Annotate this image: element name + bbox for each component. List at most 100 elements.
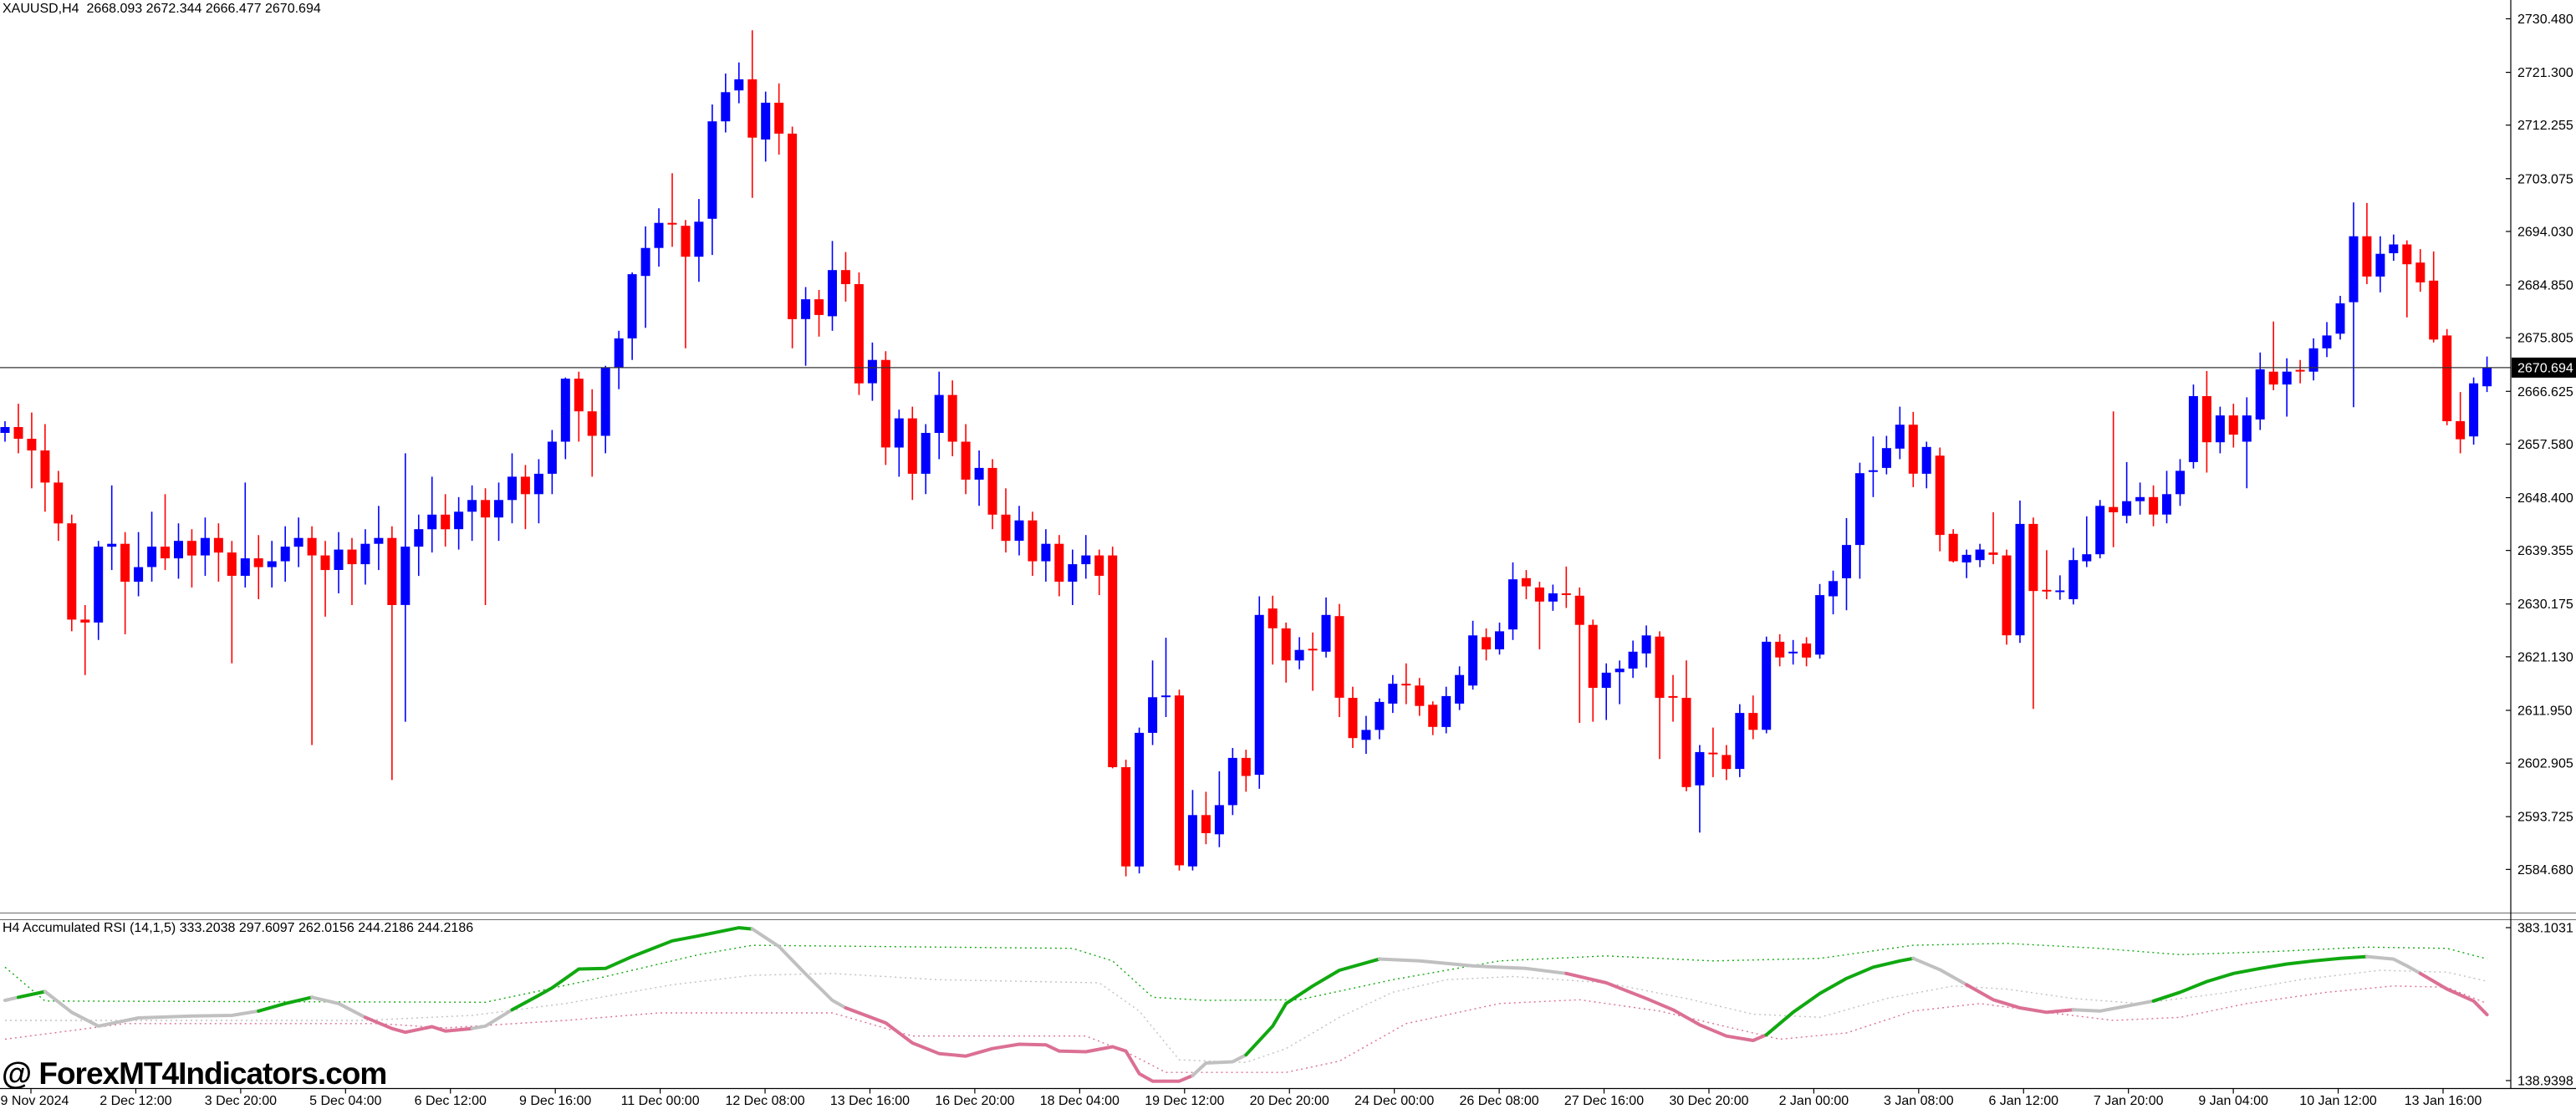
candle-bull — [360, 543, 370, 565]
time-axis-label[interactable]: 16 Dec 20:00 — [935, 1094, 1014, 1108]
indicator-main-line-green — [510, 926, 754, 1012]
candle-bull — [134, 567, 144, 582]
indicator-dotted-green — [4, 943, 2487, 1004]
candle-bear — [1948, 533, 1958, 562]
candle-bear — [1708, 752, 1718, 755]
candle-bear — [441, 514, 451, 530]
candle-bull — [2335, 303, 2345, 334]
candle-bull — [1161, 695, 1171, 698]
candle-bear — [667, 222, 677, 225]
time-axis-label[interactable]: 3 Dec 20:00 — [205, 1094, 277, 1108]
candle-bull — [2135, 496, 2145, 501]
time-axis-label[interactable]: 11 Dec 00:00 — [621, 1094, 700, 1108]
time-axis-label[interactable]: 6 Dec 12:00 — [415, 1094, 487, 1108]
time-axis-label[interactable]: 18 Dec 04:00 — [1040, 1094, 1120, 1108]
candle-bear — [2149, 496, 2159, 515]
candle-bear — [213, 537, 223, 553]
time-axis-label[interactable]: 13 Jan 16:00 — [2405, 1094, 2482, 1108]
indicator-dotted-silver — [5, 969, 2487, 1063]
candle-bear — [961, 441, 971, 480]
candle-bull — [374, 537, 384, 544]
candle-bear — [1175, 695, 1184, 866]
candle-bull — [1975, 549, 1985, 561]
time-axis-label[interactable]: 19 Dec 12:00 — [1145, 1094, 1224, 1108]
indicator-main-line-green — [1244, 957, 1381, 1057]
time-axis-label[interactable]: 20 Dec 20:00 — [1250, 1094, 1329, 1108]
candle-bull — [293, 537, 304, 547]
time-axis-label[interactable]: 5 Dec 04:00 — [309, 1094, 381, 1108]
time-axis-label[interactable]: 9 Jan 04:00 — [2198, 1094, 2268, 1108]
candle-bull — [1148, 697, 1158, 733]
candle-bear — [2042, 589, 2052, 592]
candle-bear — [67, 523, 77, 620]
candle-bear — [1308, 649, 1318, 651]
candle-bull — [2162, 494, 2171, 515]
time-axis-label[interactable]: 3 Jan 08:00 — [1884, 1094, 1954, 1108]
price-axis-label: 2703.075 — [2517, 172, 2573, 186]
time-axis-label[interactable]: 6 Jan 12:00 — [1988, 1094, 2058, 1108]
time-axis-label[interactable]: 13 Dec 16:00 — [830, 1094, 910, 1108]
candle-bull — [640, 247, 650, 277]
candle-bull — [2482, 367, 2492, 387]
candle-bull — [1829, 581, 1838, 597]
indicator-main-line-silver — [2364, 954, 2422, 975]
time-axis-label[interactable]: 24 Dec 00:00 — [1354, 1094, 1434, 1108]
price-axis-label: 2630.175 — [2517, 598, 2573, 612]
indicator-title-values: H4 Accumulated RSI (14,1,5) 333.2038 297… — [3, 921, 474, 935]
time-axis-label[interactable]: 9 Dec 16:00 — [519, 1094, 591, 1108]
price-axis-label: 2675.805 — [2517, 332, 2573, 346]
time-axis-label[interactable]: 27 Dec 16:00 — [1564, 1094, 1644, 1108]
candle-bull — [2322, 335, 2332, 348]
candle-bear — [854, 284, 864, 384]
time-axis-label[interactable]: 26 Dec 08:00 — [1459, 1094, 1538, 1108]
candle-bull — [280, 547, 290, 562]
candle-bull — [2188, 396, 2198, 462]
candle-bear — [1534, 588, 1544, 602]
candle-bull — [454, 511, 464, 530]
time-axis-label[interactable]: 30 Dec 20:00 — [1669, 1094, 1748, 1108]
candle-bear — [1748, 713, 1758, 730]
time-axis-label[interactable]: 2 Jan 00:00 — [1779, 1094, 1849, 1108]
candle-bull — [1321, 614, 1331, 652]
indicator-axis-label: 138.9398 — [2517, 1075, 2573, 1089]
candles-layer — [0, 30, 2492, 877]
indicator-main-line-silver — [43, 989, 261, 1028]
candle-bear — [2228, 415, 2238, 435]
candle-bear — [1001, 514, 1011, 542]
candle-bull — [414, 529, 424, 547]
candle-bear — [387, 537, 397, 605]
candle-bear — [907, 418, 917, 474]
candle-bear — [1681, 698, 1691, 787]
candle-bear — [1028, 520, 1038, 562]
candle-bear — [120, 543, 130, 582]
indicator-main-line-green — [1764, 956, 1915, 1037]
indicator-main-line-silver — [3, 995, 20, 1002]
candle-bear — [161, 547, 170, 559]
time-axis-label[interactable]: 10 Jan 12:00 — [2299, 1094, 2377, 1108]
candle-bull — [694, 221, 704, 257]
candle-bull — [1254, 614, 1264, 776]
price-axis-label: 2712.255 — [2517, 119, 2573, 133]
candle-bull — [2308, 348, 2318, 372]
indicator-main-line-silver — [750, 927, 848, 1010]
candle-bull — [547, 441, 557, 474]
candle-bull — [2176, 471, 2185, 495]
candle-bear — [1241, 757, 1251, 776]
time-axis-label[interactable]: 2 Dec 12:00 — [99, 1094, 171, 1108]
candle-bear — [2295, 369, 2305, 372]
time-axis-label[interactable]: 29 Nov 2024 — [0, 1094, 69, 1108]
time-axis-label[interactable]: 7 Jan 20:00 — [2094, 1094, 2164, 1108]
candle-bull — [1881, 448, 1891, 468]
candle-bear — [54, 482, 64, 524]
candle-bear — [2002, 555, 2012, 636]
candle-bull — [1695, 751, 1705, 786]
time-axis-label[interactable]: 12 Dec 08:00 — [725, 1094, 804, 1108]
candle-bull — [2082, 554, 2092, 562]
candle-bull — [147, 547, 157, 567]
candle-bull — [94, 547, 104, 623]
candle-bear — [2456, 421, 2466, 440]
candle-bull — [533, 473, 543, 495]
candle-bull — [1375, 701, 1385, 730]
